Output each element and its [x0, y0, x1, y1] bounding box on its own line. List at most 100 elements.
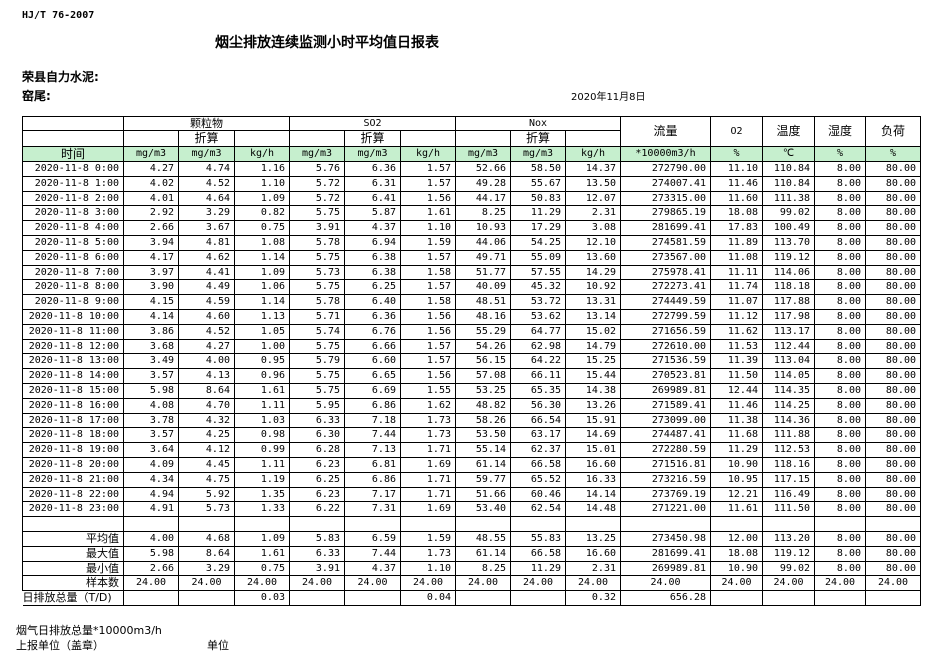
table-row: 2020-11-8 5:00 3.94 4.81 1.08 5.78 6.94 1.59 44… [22, 234, 921, 251]
value-cell: 6.25 [344, 279, 401, 296]
value-cell: 1.09 [234, 190, 290, 207]
value-cell: 1.57 [400, 353, 456, 370]
value-cell: 4.91 [123, 501, 179, 518]
value-cell: 80.00 [865, 397, 921, 414]
unit-cell: mg/m3 [510, 146, 566, 162]
value-cell: 6.59 [344, 530, 401, 547]
value-cell: 53.50 [455, 427, 511, 444]
value-cell: 15.25 [565, 353, 621, 370]
value-cell: 118.18 [762, 279, 815, 296]
value-cell: 11.38 [710, 412, 763, 429]
value-cell: 111.50 [762, 501, 815, 518]
value-cell: 111.88 [762, 427, 815, 444]
value-cell: 4.70 [178, 397, 235, 414]
value-cell: 8.00 [814, 264, 866, 281]
value-cell: 4.68 [178, 530, 235, 547]
value-cell: 273769.19 [620, 486, 711, 503]
value-cell: 8.00 [814, 353, 866, 370]
value-cell: 4.02 [123, 175, 179, 192]
value-cell: 66.58 [510, 545, 566, 562]
value-cell: 80.00 [865, 249, 921, 266]
value-cell: 1.69 [400, 501, 456, 518]
value-cell: 1.56 [400, 323, 456, 340]
value-cell: 6.69 [344, 382, 401, 399]
unit-cell: ℃ [762, 146, 815, 162]
value-cell: 5.76 [289, 161, 345, 177]
value-cell: 0.75 [234, 220, 290, 236]
value-cell: 24.00 [762, 575, 815, 592]
value-cell: 6.86 [344, 397, 401, 414]
value-cell: 4.41 [178, 264, 235, 281]
value-cell: 5.79 [289, 353, 345, 370]
value-cell: 271516.81 [620, 456, 711, 473]
value-cell: 66.11 [510, 368, 566, 384]
value-cell: 53.62 [510, 308, 566, 325]
hourly-report-table: 颗粒物 SO2 Nox 流量 O2 温度 湿度 负荷 折算 折算 折算 时间 m… [22, 116, 921, 606]
value-cell: 5.75 [289, 338, 345, 355]
value-cell: 3.91 [289, 220, 345, 236]
value-cell: 0.95 [234, 353, 290, 370]
value-cell: 4.14 [123, 308, 179, 325]
value-cell: 656.28 [620, 590, 711, 606]
value-cell: 80.00 [865, 264, 921, 281]
value-cell: 24.00 [178, 575, 235, 592]
value-cell: 10.95 [710, 471, 763, 488]
value-cell: 110.84 [762, 161, 815, 177]
value-cell: 3.08 [565, 220, 621, 236]
table-row: 2020-11-8 14:00 3.57 4.13 0.96 5.75 6.65 1.56 5… [22, 368, 921, 384]
value-cell: 114.06 [762, 264, 815, 281]
value-cell: 24.00 [710, 575, 763, 592]
value-cell: 80.00 [865, 308, 921, 325]
table-row: 2020-11-8 18:00 3.57 4.25 0.98 6.30 7.44 1.73 5… [22, 427, 921, 444]
value-cell: 4.08 [123, 397, 179, 414]
value-cell: 80.00 [865, 545, 921, 562]
table-row: 2020-11-8 8:00 3.90 4.49 1.06 5.75 6.25 1.57 40… [22, 279, 921, 296]
value-cell: 5.78 [289, 234, 345, 251]
value-cell: 118.16 [762, 456, 815, 473]
value-cell: 54.26 [455, 338, 511, 355]
value-cell: 11.11 [710, 264, 763, 281]
value-cell: 272273.41 [620, 279, 711, 296]
value-cell: 5.98 [123, 382, 179, 399]
time-cell: 2020-11-8 20:00 [22, 456, 124, 473]
value-cell: 6.36 [344, 308, 401, 325]
value-cell: 8.00 [814, 205, 866, 222]
value-cell: 3.67 [178, 220, 235, 236]
value-cell: 6.81 [344, 456, 401, 473]
value-cell: 15.44 [565, 368, 621, 384]
value-cell: 11.07 [710, 294, 763, 310]
value-cell: 114.35 [762, 382, 815, 399]
value-cell: 5.74 [289, 323, 345, 340]
value-cell: 60.46 [510, 486, 566, 503]
time-cell: 2020-11-8 19:00 [22, 442, 124, 458]
value-cell: 8.00 [814, 190, 866, 207]
value-cell: 1.11 [234, 397, 290, 414]
value-cell: 14.48 [565, 501, 621, 518]
value-cell: 4.00 [123, 530, 179, 547]
value-cell: 4.17 [123, 249, 179, 266]
time-cell: 2020-11-8 11:00 [22, 323, 124, 340]
value-cell: 24.00 [234, 575, 290, 592]
value-cell: 80.00 [865, 279, 921, 296]
value-cell: 5.75 [289, 249, 345, 266]
value-cell: 4.94 [123, 486, 179, 503]
value-cell: 1.14 [234, 249, 290, 266]
value-cell: 62.54 [510, 501, 566, 518]
value-cell: 6.23 [289, 456, 345, 473]
value-cell: 8.00 [814, 279, 866, 296]
time-cell: 2020-11-8 9:00 [22, 294, 124, 310]
value-cell: 8.00 [814, 220, 866, 236]
value-cell: 274581.59 [620, 234, 711, 251]
value-cell: 5.73 [178, 501, 235, 518]
value-cell: 55.09 [510, 249, 566, 266]
time-cell: 2020-11-8 16:00 [22, 397, 124, 414]
value-cell: 1.19 [234, 471, 290, 488]
value-cell: 4.75 [178, 471, 235, 488]
value-cell: 272799.59 [620, 308, 711, 325]
time-cell: 2020-11-8 5:00 [22, 234, 124, 251]
value-cell: 11.68 [710, 427, 763, 444]
value-cell: 53.25 [455, 382, 511, 399]
value-cell: 3.86 [123, 323, 179, 340]
value-cell: 11.29 [710, 442, 763, 458]
value-cell: 80.00 [865, 560, 921, 577]
